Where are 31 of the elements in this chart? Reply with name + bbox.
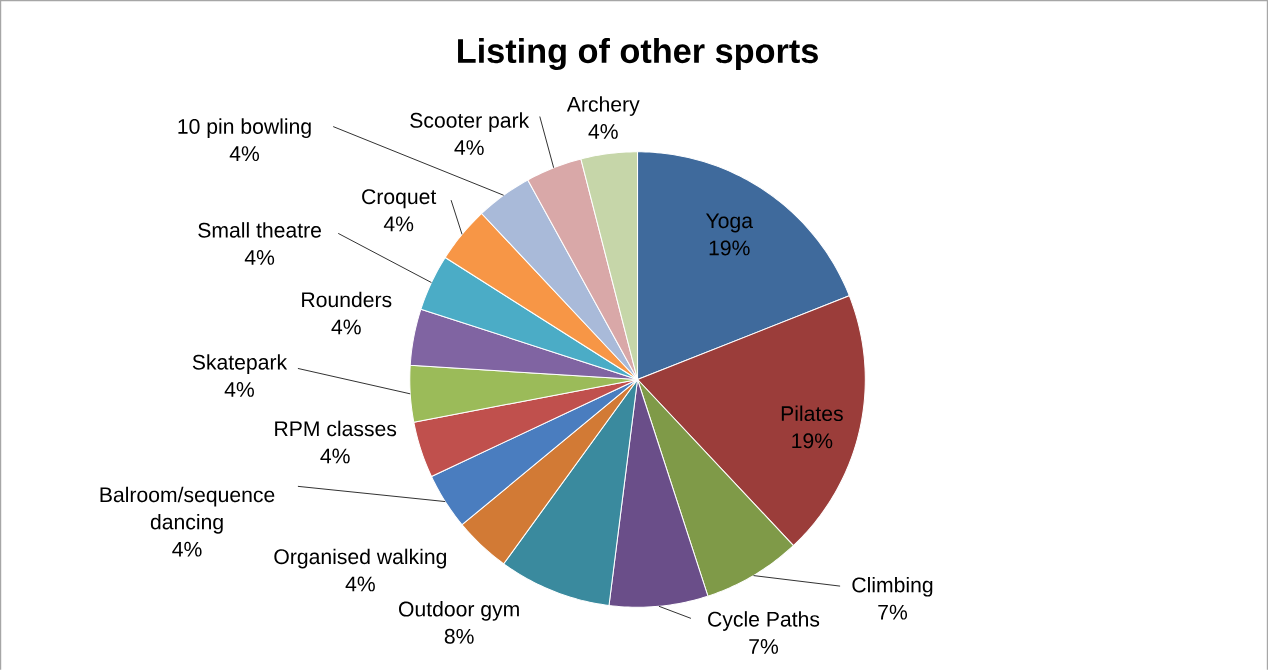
slice-label: Yoga [705,213,753,233]
chart-title: Listing of other sports [458,37,818,70]
data-label: 4% [172,541,202,557]
slice-label: Small theatre [198,221,321,238]
data-label: 4% [345,576,375,592]
slice-label: Outdoor gym [399,600,519,621]
data-label: 4% [454,139,484,155]
slice-label: Organised walking [274,548,447,569]
slice-label: RPM classes [275,420,397,437]
slice-label: Pilates [781,405,843,421]
data-label: 4% [331,319,361,335]
data-label: 8% [444,628,474,644]
slice-label: Rounders [302,291,392,308]
slice-label: Balroom/sequence dancing [100,486,275,534]
data-label: 19% [709,240,750,256]
slice-label: 10 pin bowling [178,118,311,138]
slice-label: Archery [566,95,640,116]
slice-label: Skatepark [192,353,288,374]
data-label: 4% [224,381,254,397]
data-label: 4% [244,249,275,265]
data-label: 4% [588,123,618,139]
data-label: 4% [229,146,260,161]
data-label: 4% [320,448,350,464]
data-label: 7% [878,604,908,620]
slice-label: Scooter park [410,112,530,132]
data-label: 4% [383,216,414,232]
data-label: 19% [792,433,833,449]
slice-label: Cycle Paths [708,610,820,631]
data-label: 7% [749,638,779,654]
slice-label: Croquet [362,188,437,209]
slice-label: Climbing [852,576,933,597]
